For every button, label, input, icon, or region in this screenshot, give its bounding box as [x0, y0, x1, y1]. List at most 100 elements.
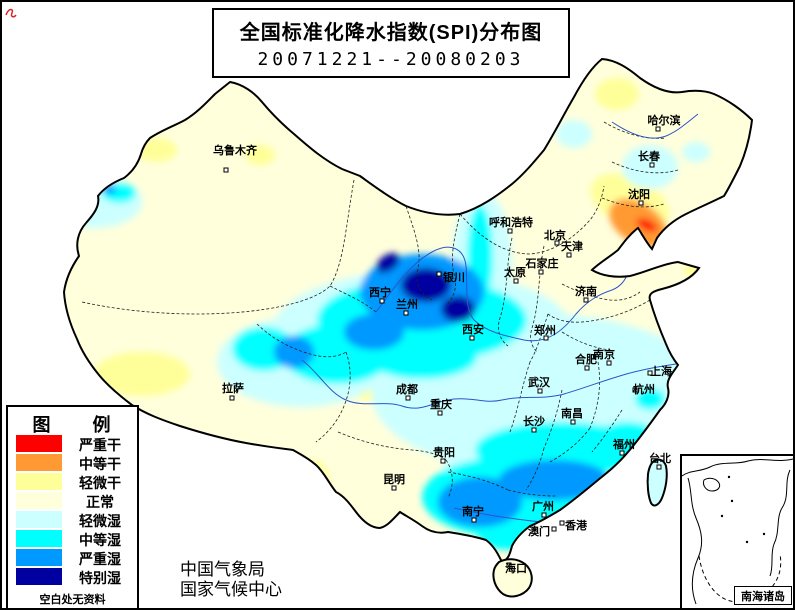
- city-label: 南京: [593, 347, 615, 361]
- legend-item-moderate_dry: 中等干: [8, 453, 137, 472]
- legend-item-severe_dry: 严重干: [8, 434, 137, 453]
- inset-islands: [720, 475, 766, 544]
- legend-swatch-normal: [16, 492, 62, 509]
- city-marker: [619, 450, 625, 456]
- city-marker: [391, 485, 397, 491]
- city-label: 西安: [462, 322, 484, 336]
- city-label: 长春: [638, 149, 661, 163]
- legend-label-moderate_dry: 中等干: [79, 456, 121, 472]
- legend-swatch-extreme_wet: [16, 568, 62, 585]
- legend-swatch-mild_wet: [16, 511, 62, 528]
- city-marker: [551, 526, 557, 532]
- city-marker: [554, 240, 560, 246]
- city-label: 台北: [649, 451, 671, 465]
- city-marker: [379, 298, 385, 304]
- region-moderate_wet: [367, 335, 477, 379]
- city-marker: [570, 419, 576, 425]
- hainan-island: [492, 558, 533, 598]
- attribution-center: 国家气候中心: [180, 580, 282, 599]
- inset-label-box: 南海诸岛: [734, 586, 792, 605]
- city-marker: [541, 512, 547, 518]
- region-extreme_wet: [376, 253, 400, 273]
- region-severe_wet: [499, 460, 609, 500]
- region-severe_wet: [438, 477, 522, 527]
- region-mild_wet: [682, 142, 710, 162]
- city-marker: [471, 517, 477, 523]
- city-label: 长沙: [523, 414, 545, 428]
- region-mild_wet: [556, 120, 592, 148]
- china-outline: [62, 57, 754, 564]
- legend-swatch-severe_dry: [16, 435, 62, 452]
- inset-coast-vietnam: [687, 477, 703, 605]
- city-marker: [584, 365, 590, 371]
- city-label: 成都: [396, 382, 418, 396]
- legend-label-severe_dry: 严重干: [79, 437, 121, 453]
- legend-label-mild_wet: 轻微湿: [79, 513, 121, 529]
- spi-region-blobs: [2, 78, 712, 550]
- city-label: 香港: [564, 518, 588, 532]
- city-label: 拉萨: [222, 381, 244, 395]
- city-label: 南宁: [462, 504, 484, 518]
- region-mild_dry: [137, 138, 177, 162]
- city-label: 福州: [612, 437, 635, 451]
- city-label: 贵阳: [433, 445, 455, 459]
- region-mild_dry: [94, 352, 190, 396]
- corner-mark: [5, 8, 17, 18]
- region-mild_dry: [245, 145, 275, 165]
- city-marker: [538, 269, 544, 275]
- city-label: 兰州: [396, 297, 418, 311]
- legend-label-extreme_wet: 特别湿: [79, 570, 121, 586]
- legend-swatch-moderate_dry: [16, 454, 62, 471]
- taiwan-island: [646, 458, 668, 507]
- city-marker: [229, 395, 235, 401]
- legend-item-mild_wet: 轻微湿: [8, 510, 137, 529]
- city-label: 南昌: [561, 406, 583, 420]
- city-marker: [405, 395, 411, 401]
- city-marker: [507, 228, 513, 234]
- city-marker: [469, 335, 475, 341]
- legend-swatch-mild_dry: [16, 473, 62, 490]
- inset-coast-east: [769, 469, 791, 577]
- city-marker: [513, 278, 519, 284]
- city-label: 北京: [544, 228, 566, 242]
- region-moderate_wet: [64, 184, 98, 206]
- legend-footnote: 空白处无资料: [39, 594, 106, 606]
- city-marker: [606, 360, 612, 366]
- title-box: 全国标准化降水指数(SPI)分布图 20071221--20080203: [212, 8, 570, 78]
- city-marker: [647, 370, 653, 376]
- city-label: 杭州: [633, 382, 655, 396]
- region-severe_dry: [636, 218, 658, 232]
- city-label: 西宁: [369, 285, 391, 299]
- city-marker: [440, 458, 446, 464]
- city-marker: [403, 310, 409, 316]
- legend-label-severe_wet: 严重湿: [79, 551, 121, 567]
- attribution-agency: 中国气象局: [180, 560, 265, 579]
- legend-item-extreme_wet: 特别湿: [8, 567, 137, 586]
- region-extreme_wet: [441, 296, 475, 322]
- legend-label-mild_dry: 轻微干: [79, 475, 121, 491]
- map-title: 全国标准化降水指数(SPI)分布图: [239, 22, 543, 44]
- city-marker: [632, 387, 638, 393]
- inset-hainan: [703, 477, 721, 492]
- region-mild_dry: [2, 202, 50, 246]
- city-marker: [583, 297, 589, 303]
- region-severe_wet: [274, 336, 314, 368]
- city-label: 重庆: [430, 397, 452, 411]
- city-marker: [656, 464, 662, 470]
- city-label: 郑州: [534, 323, 556, 337]
- legend-items: 严重干中等干轻微干 正常轻微湿 中等湿严重湿特别湿: [8, 434, 137, 586]
- region-moderate_wet: [635, 388, 665, 410]
- city-label: 澳门: [528, 524, 550, 538]
- city-label: 银川: [443, 270, 465, 284]
- city-label: 沈阳: [628, 187, 650, 201]
- city-marker: [566, 252, 572, 258]
- city-marker: [559, 520, 565, 526]
- city-marker: [655, 126, 661, 132]
- region-mild_dry: [295, 460, 329, 500]
- legend-item-moderate_wet: 中等湿: [8, 529, 137, 548]
- legend-item-normal: 正常: [8, 491, 137, 510]
- city-marker: [223, 167, 229, 173]
